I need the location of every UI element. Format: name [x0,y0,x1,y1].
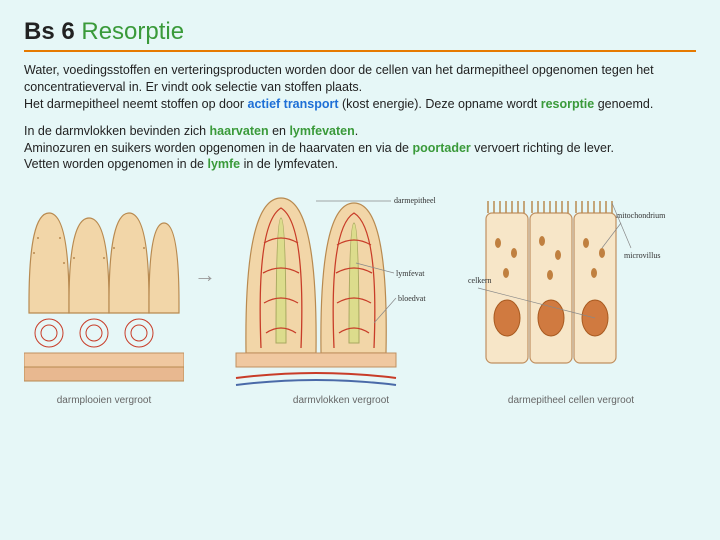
label-lymfevat: lymfevat [396,269,425,278]
highlight-lymfe: lymfe [207,157,240,171]
label-mitochondrium: mitochondrium [616,211,666,220]
darmplooien-svg [24,203,184,393]
highlight-actief-transport: actief transport [248,97,339,111]
caption-1: darmplooien vergroot [57,395,152,406]
highlight-poortader: poortader [412,141,470,155]
arrow-icon: → [194,262,216,288]
figure-darmplooien: darmplooien vergroot [24,203,184,406]
darmvlokken-svg: darmepitheel lymfevat bloedvat [226,183,456,393]
caption-3: darmepitheel cellen vergroot [508,395,634,406]
label-darmepitheel: darmepitheel [394,196,437,205]
label-microvillus: microvillus [624,251,660,260]
figure-darmepitheel-cellen: mitochondrium celkern microvillus darmep… [466,193,676,406]
label-celkern: celkern [468,276,492,285]
cellen-svg: mitochondrium celkern microvillus [466,193,676,393]
title-word: Resorptie [81,18,184,45]
figures-row: darmplooien vergroot → [24,183,696,406]
highlight-haarvaten: haarvaten [210,124,269,138]
highlight-lymfevaten: lymfevaten [289,124,354,138]
title-prefix: Bs 6 [24,18,75,45]
page-title: Bs 6 Resorptie [24,18,696,52]
paragraph-2: In de darmvlokken bevinden zich haarvate… [24,123,696,174]
caption-2: darmvlokken vergroot [293,395,389,406]
figure-darmvlokken: darmepitheel lymfevat bloedvat darmvlokk… [226,183,456,406]
paragraph-1: Water, voedingsstoffen en verteringsprod… [24,62,696,113]
highlight-resorptie: resorptie [541,97,595,111]
label-bloedvat: bloedvat [398,294,426,303]
